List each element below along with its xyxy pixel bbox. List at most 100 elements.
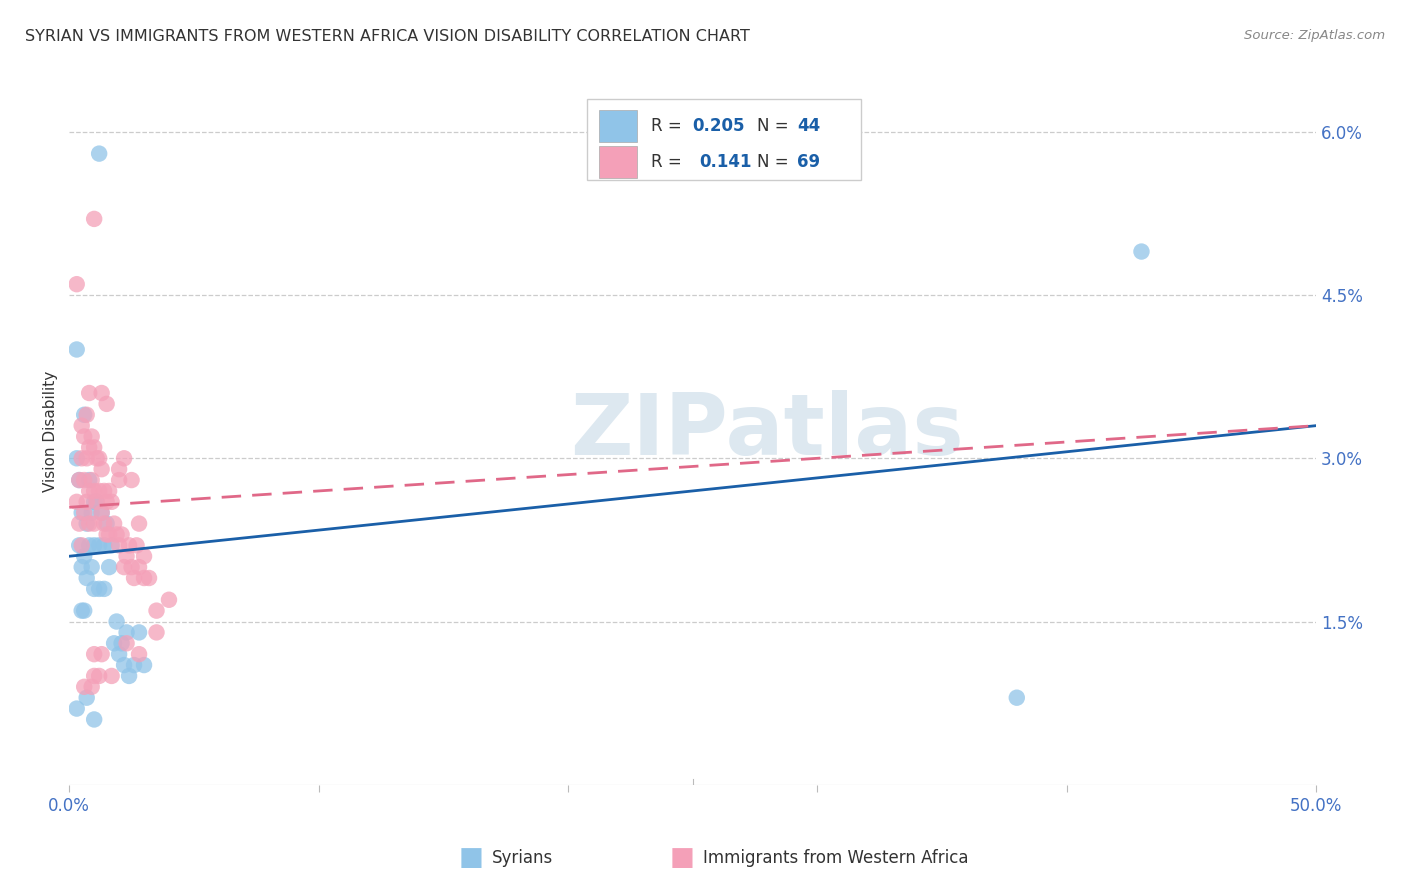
- Point: [67, 473, 90, 487]
- Point: [89, 669, 111, 683]
- Point: [83, 713, 105, 727]
- Text: Immigrants from Western Africa: Immigrants from Western Africa: [703, 849, 969, 867]
- Point: [115, 636, 138, 650]
- Point: [86, 495, 108, 509]
- Point: [77, 386, 100, 401]
- Point: [93, 483, 115, 498]
- Point: [110, 636, 132, 650]
- Point: [115, 625, 138, 640]
- Point: [118, 538, 141, 552]
- Point: [128, 625, 150, 640]
- Point: [80, 506, 103, 520]
- Point: [76, 451, 98, 466]
- Point: [103, 636, 125, 650]
- Point: [90, 506, 112, 520]
- Point: [83, 669, 105, 683]
- Point: [132, 549, 155, 564]
- Point: [83, 647, 105, 661]
- Point: [73, 506, 96, 520]
- Point: [90, 506, 112, 520]
- Point: [89, 451, 111, 466]
- Point: [89, 538, 111, 552]
- Text: ■: ■: [669, 845, 695, 871]
- Point: [77, 538, 100, 552]
- Point: [66, 451, 89, 466]
- Text: ■: ■: [458, 845, 484, 871]
- Point: [80, 473, 103, 487]
- Point: [83, 582, 105, 596]
- Point: [1005, 690, 1028, 705]
- Point: [83, 483, 105, 498]
- Point: [112, 451, 135, 466]
- Point: [138, 571, 160, 585]
- Point: [77, 441, 100, 455]
- Point: [89, 483, 111, 498]
- Point: [105, 527, 128, 541]
- Text: SYRIAN VS IMMIGRANTS FROM WESTERN AFRICA VISION DISABILITY CORRELATION CHART: SYRIAN VS IMMIGRANTS FROM WESTERN AFRICA…: [25, 29, 751, 44]
- Point: [105, 615, 128, 629]
- Point: [76, 571, 98, 585]
- Y-axis label: Vision Disability: Vision Disability: [44, 370, 58, 491]
- Point: [70, 451, 93, 466]
- Point: [96, 527, 118, 541]
- Point: [122, 658, 145, 673]
- Point: [100, 669, 122, 683]
- Point: [77, 483, 100, 498]
- Point: [86, 451, 108, 466]
- Text: Syrians: Syrians: [492, 849, 554, 867]
- Point: [96, 397, 118, 411]
- Point: [132, 571, 155, 585]
- Point: [96, 495, 118, 509]
- Point: [67, 516, 90, 531]
- Point: [115, 549, 138, 564]
- Point: [73, 604, 96, 618]
- Point: [128, 560, 150, 574]
- Point: [76, 495, 98, 509]
- Point: [66, 277, 89, 292]
- Point: [70, 604, 93, 618]
- Point: [73, 473, 96, 487]
- Point: [80, 429, 103, 443]
- Point: [80, 560, 103, 574]
- FancyBboxPatch shape: [586, 99, 860, 180]
- Point: [108, 647, 131, 661]
- Point: [93, 538, 115, 552]
- Point: [86, 495, 108, 509]
- Text: 0.205: 0.205: [693, 117, 745, 135]
- Point: [70, 418, 93, 433]
- Point: [118, 669, 141, 683]
- Point: [76, 690, 98, 705]
- Point: [132, 658, 155, 673]
- Point: [70, 560, 93, 574]
- Point: [128, 647, 150, 661]
- Point: [108, 473, 131, 487]
- Point: [67, 473, 90, 487]
- Point: [77, 473, 100, 487]
- Point: [96, 516, 118, 531]
- Point: [90, 462, 112, 476]
- Text: R =: R =: [651, 153, 693, 171]
- Point: [76, 516, 98, 531]
- FancyBboxPatch shape: [599, 146, 637, 178]
- Point: [83, 211, 105, 226]
- Point: [83, 495, 105, 509]
- Point: [83, 441, 105, 455]
- Text: 69: 69: [797, 153, 821, 171]
- Point: [93, 582, 115, 596]
- Point: [76, 408, 98, 422]
- Point: [73, 408, 96, 422]
- Point: [112, 658, 135, 673]
- Point: [98, 527, 121, 541]
- Point: [70, 506, 93, 520]
- Point: [73, 429, 96, 443]
- Point: [1130, 244, 1153, 259]
- Point: [108, 538, 131, 552]
- Point: [125, 538, 148, 552]
- Point: [100, 495, 122, 509]
- Point: [70, 538, 93, 552]
- Point: [66, 343, 89, 357]
- Point: [98, 483, 121, 498]
- Point: [89, 582, 111, 596]
- Point: [121, 560, 143, 574]
- Text: R =: R =: [651, 117, 688, 135]
